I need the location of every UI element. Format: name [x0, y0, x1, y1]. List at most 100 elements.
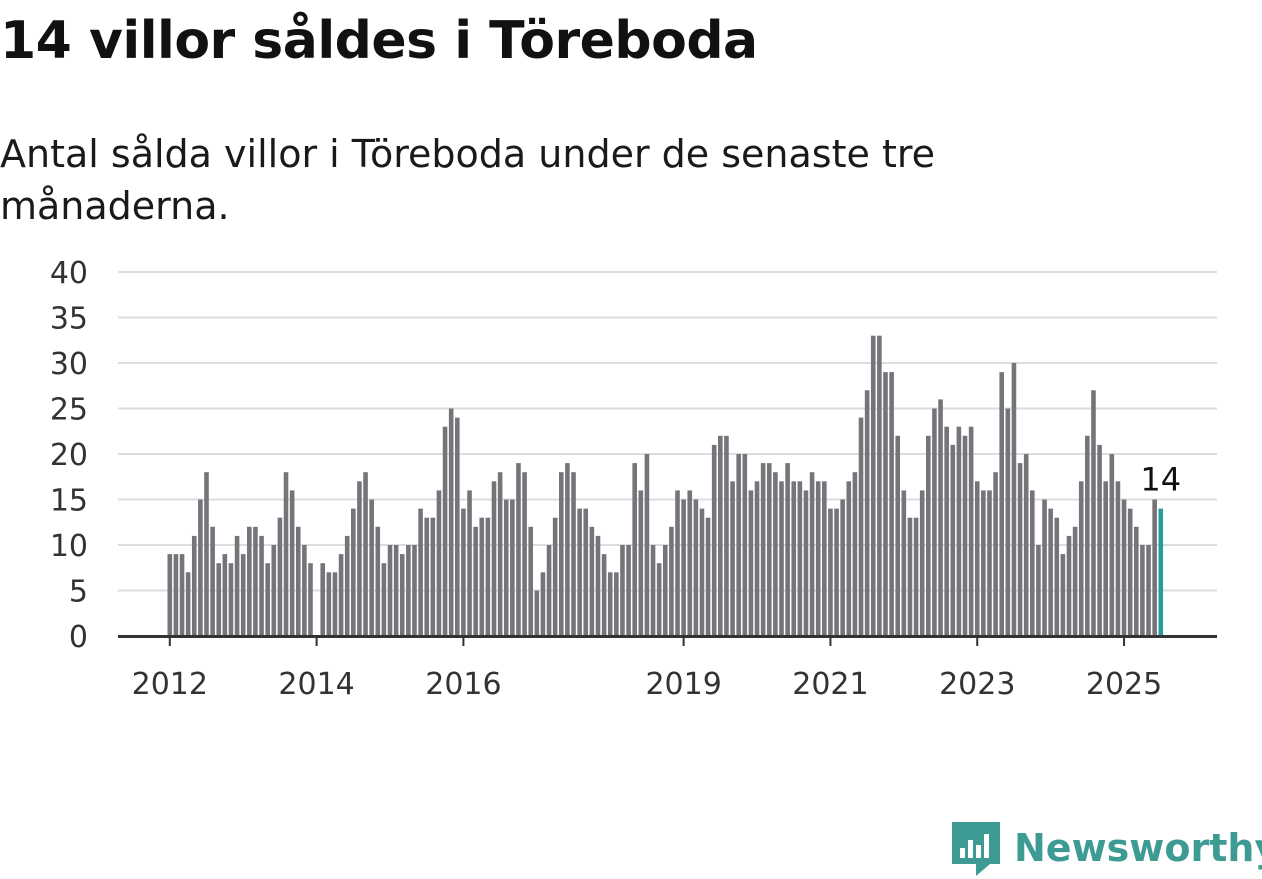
chart-title: 14 villor såldes i Töreboda: [0, 11, 758, 71]
bar: [675, 490, 680, 636]
bar: [565, 463, 570, 636]
bar: [381, 563, 387, 636]
x-tick-label: 2014: [278, 667, 354, 702]
bar: [1054, 517, 1060, 636]
bar: [870, 335, 876, 636]
bar: [760, 463, 766, 636]
bar: [191, 535, 197, 636]
bar: [351, 508, 356, 636]
bar: [785, 463, 790, 636]
bar: [864, 390, 870, 636]
bar: [956, 426, 962, 636]
bar: [883, 372, 888, 636]
bar: [748, 490, 754, 636]
bar: [1115, 481, 1121, 636]
bar: [1103, 481, 1109, 636]
bar: [840, 499, 845, 636]
bar: [877, 335, 882, 636]
bar: [1060, 554, 1066, 636]
bar: [430, 517, 436, 636]
bar: [638, 490, 644, 636]
bar: [932, 408, 937, 636]
y-tick-label: 10: [50, 529, 88, 564]
bar: [448, 408, 454, 636]
bar: [1042, 499, 1047, 636]
bar: [797, 481, 803, 636]
bar: [913, 517, 919, 636]
bar: [1005, 408, 1011, 636]
bar: [650, 545, 656, 636]
bar: [516, 463, 521, 636]
bar: [344, 535, 350, 636]
bar: [919, 490, 925, 636]
bar: [399, 554, 405, 636]
bar: [222, 554, 228, 636]
bar: [962, 435, 968, 636]
bar: [393, 545, 399, 636]
bar: [1133, 526, 1139, 636]
bar: [834, 508, 839, 636]
bar: [357, 481, 362, 636]
bar: [858, 417, 864, 636]
bar: [247, 526, 252, 636]
bar: [926, 435, 931, 636]
bar: [534, 590, 540, 636]
y-tick-label: 25: [50, 393, 88, 428]
bar: [993, 472, 998, 636]
bar: [846, 481, 852, 636]
bar: [1127, 508, 1133, 636]
y-tick-label: 15: [50, 484, 88, 519]
bar: [669, 526, 674, 636]
bar: [240, 554, 246, 636]
bar: [1121, 499, 1127, 636]
y-tick-label: 30: [50, 347, 88, 382]
y-tick-label: 5: [69, 575, 88, 610]
bar: [589, 526, 595, 636]
x-tick-label: 2023: [939, 667, 1015, 702]
bar: [412, 545, 417, 636]
bar: [320, 563, 326, 636]
bar: [369, 499, 374, 636]
bar: [454, 417, 460, 636]
bar: [479, 517, 485, 636]
bar: [1036, 545, 1041, 636]
bar: [503, 499, 509, 636]
bar: [204, 472, 209, 636]
bar: [259, 535, 264, 636]
y-tick-label: 40: [50, 256, 88, 291]
bar: [552, 517, 558, 636]
bar: [1078, 481, 1084, 636]
bar: [607, 572, 613, 636]
bar: [895, 435, 901, 636]
bar: [687, 490, 693, 636]
bar: [302, 545, 307, 636]
bar: [754, 481, 760, 636]
bar: [424, 517, 430, 636]
bar: [283, 472, 289, 636]
bar: [228, 563, 234, 636]
bar: [632, 463, 637, 636]
bar: [418, 508, 423, 636]
newsworthy-logo-icon: [952, 822, 1000, 876]
bar: [277, 517, 283, 636]
bar: [210, 526, 215, 636]
x-axis-ticks: 2012 2014 2016 2019 2021 2023 2025: [132, 636, 1162, 702]
bar: [718, 435, 723, 636]
bar: [461, 508, 466, 636]
y-tick-label: 35: [50, 302, 88, 337]
bar: [497, 472, 503, 636]
bar: [522, 472, 527, 636]
bar: [681, 499, 686, 636]
brand-name: Newsworthy: [1014, 826, 1262, 870]
chart-subtitle: Antal sålda villor i Töreboda under de s…: [0, 132, 936, 228]
bar: [338, 554, 344, 636]
bar: [546, 545, 552, 636]
bar: [473, 526, 478, 636]
bar: [766, 463, 772, 636]
bar: [540, 572, 546, 636]
bar: [510, 499, 515, 636]
bar: [944, 426, 949, 636]
bar: [901, 490, 907, 636]
bar: [571, 472, 576, 636]
bar: [693, 499, 699, 636]
